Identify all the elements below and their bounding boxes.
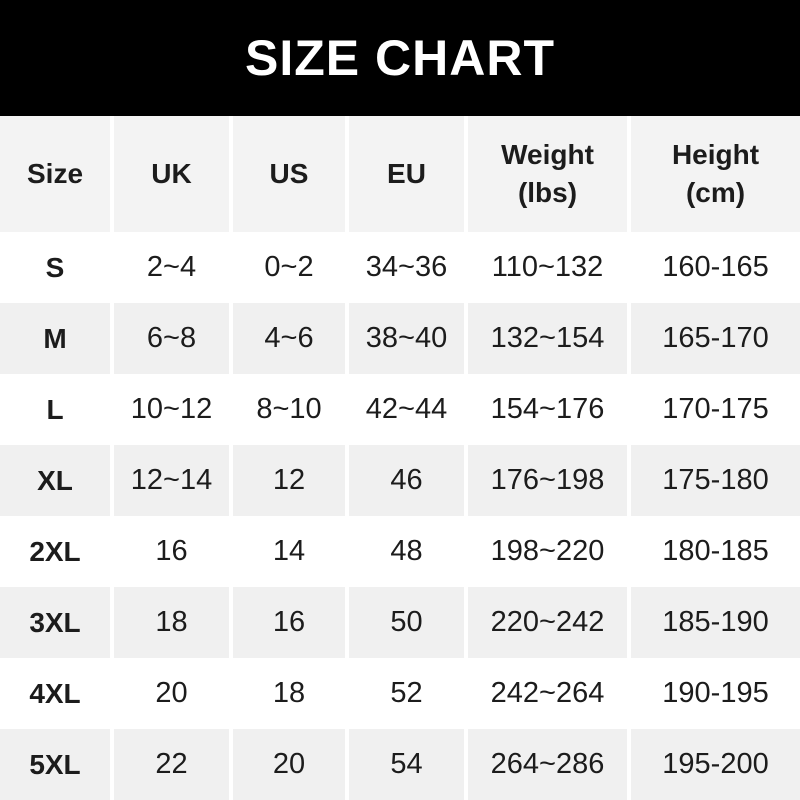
header-cell-us: US bbox=[233, 116, 345, 232]
header-cell-eu: EU bbox=[349, 116, 464, 232]
height-cell: 170-175 bbox=[631, 374, 800, 445]
header-cell-weight: Weight (lbs) bbox=[468, 116, 627, 232]
weight-cell: 242~264 bbox=[468, 658, 627, 729]
uk-cell: 10~12 bbox=[114, 374, 229, 445]
uk-cell: 12~14 bbox=[114, 445, 229, 516]
header-cell-height: Height (cm) bbox=[631, 116, 800, 232]
header-weight-unit: (lbs) bbox=[517, 177, 578, 208]
weight-cell: 132~154 bbox=[468, 303, 627, 374]
size-cell: 2XL bbox=[0, 516, 110, 587]
size-cell: L bbox=[0, 374, 110, 445]
height-cell: 160-165 bbox=[631, 232, 800, 303]
us-cell: 0~2 bbox=[233, 232, 345, 303]
us-cell: 4~6 bbox=[233, 303, 345, 374]
weight-cell: 154~176 bbox=[468, 374, 627, 445]
size-cell: 5XL bbox=[0, 729, 110, 800]
uk-cell: 6~8 bbox=[114, 303, 229, 374]
weight-cell: 110~132 bbox=[468, 232, 627, 303]
us-cell: 12 bbox=[233, 445, 345, 516]
weight-cell: 220~242 bbox=[468, 587, 627, 658]
eu-cell: 50 bbox=[349, 587, 464, 658]
eu-cell: 48 bbox=[349, 516, 464, 587]
page-title: SIZE CHART bbox=[245, 30, 555, 86]
height-cell: 190-195 bbox=[631, 658, 800, 729]
size-cell: 3XL bbox=[0, 587, 110, 658]
height-cell: 165-170 bbox=[631, 303, 800, 374]
header-cell-uk: UK bbox=[114, 116, 229, 232]
height-cell: 185-190 bbox=[631, 587, 800, 658]
header-cell-size: Size bbox=[0, 116, 110, 232]
uk-cell: 18 bbox=[114, 587, 229, 658]
header-height-label: Height bbox=[671, 139, 760, 171]
height-cell: 175-180 bbox=[631, 445, 800, 516]
uk-cell: 20 bbox=[114, 658, 229, 729]
eu-cell: 52 bbox=[349, 658, 464, 729]
height-cell: 180-185 bbox=[631, 516, 800, 587]
size-chart-table: Size UK US EU Weight (lbs) Height (cm) S… bbox=[0, 116, 800, 800]
us-cell: 16 bbox=[233, 587, 345, 658]
eu-cell: 42~44 bbox=[349, 374, 464, 445]
eu-cell: 54 bbox=[349, 729, 464, 800]
us-cell: 20 bbox=[233, 729, 345, 800]
uk-cell: 2~4 bbox=[114, 232, 229, 303]
us-cell: 14 bbox=[233, 516, 345, 587]
us-cell: 8~10 bbox=[233, 374, 345, 445]
size-cell: 4XL bbox=[0, 658, 110, 729]
us-cell: 18 bbox=[233, 658, 345, 729]
eu-cell: 46 bbox=[349, 445, 464, 516]
title-banner: SIZE CHART bbox=[0, 0, 800, 116]
weight-cell: 198~220 bbox=[468, 516, 627, 587]
size-cell: S bbox=[0, 232, 110, 303]
size-cell: M bbox=[0, 303, 110, 374]
header-weight-label: Weight bbox=[501, 139, 594, 171]
eu-cell: 38~40 bbox=[349, 303, 464, 374]
uk-cell: 22 bbox=[114, 729, 229, 800]
eu-cell: 34~36 bbox=[349, 232, 464, 303]
uk-cell: 16 bbox=[114, 516, 229, 587]
weight-cell: 176~198 bbox=[468, 445, 627, 516]
header-height-unit: (cm) bbox=[685, 177, 746, 208]
height-cell: 195-200 bbox=[631, 729, 800, 800]
size-cell: XL bbox=[0, 445, 110, 516]
weight-cell: 264~286 bbox=[468, 729, 627, 800]
